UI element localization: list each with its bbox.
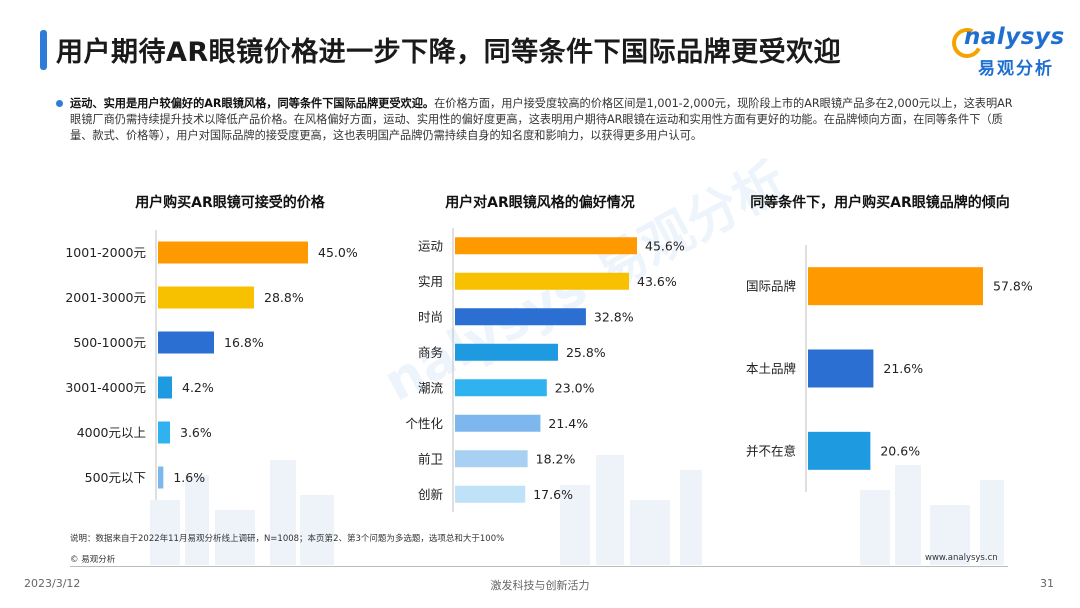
chart-3-title: 同等条件下，用户购买AR眼镜品牌的倾向 xyxy=(750,195,1010,211)
chart-2-category-label: 创新 xyxy=(418,487,443,502)
chart-3-bar xyxy=(808,349,874,388)
chart-1-value-label: 1.6% xyxy=(173,470,205,485)
chart-3-category-label: 国际品牌 xyxy=(746,279,796,294)
chart-2-bar xyxy=(455,237,637,255)
chart-1-category-label: 2001-3000元 xyxy=(65,290,146,305)
chart-2-value-label: 25.8% xyxy=(566,345,606,360)
summary-lead: 运动、实用是用户较偏好的AR眼镜风格，同等条件下国际品牌更受欢迎。 xyxy=(70,97,435,110)
chart-2-category-label: 运动 xyxy=(418,238,443,253)
chart-3-bar xyxy=(808,267,983,306)
chart-1-category-label: 500元以下 xyxy=(85,470,146,485)
page-number: 31 xyxy=(1040,577,1054,590)
chart-1-bar xyxy=(158,331,214,354)
analysys-logo: nalysys 易观分析 xyxy=(947,22,1065,82)
chart-3-bar xyxy=(808,431,871,470)
chart-2-title: 用户对AR眼镜风格的偏好情况 xyxy=(445,195,635,211)
chart-2-category-label: 商务 xyxy=(418,345,443,360)
summary-paragraph: 运动、实用是用户较偏好的AR眼镜风格，同等条件下国际品牌更受欢迎。在价格方面，用… xyxy=(70,96,1020,144)
chart-2-value-label: 17.6% xyxy=(533,487,573,502)
chart-1-bar xyxy=(158,376,172,399)
website-link[interactable]: www.analysys.cn xyxy=(925,553,998,563)
summary-body: 在价格方面，用户接受度较高的价格区间是1,001-2,000元，现阶段上市的AR… xyxy=(70,97,1013,142)
chart-2-value-label: 23.0% xyxy=(555,380,595,395)
chart-1-category-label: 500-1000元 xyxy=(73,335,146,350)
chart-1-bar xyxy=(158,286,254,309)
chart-2-category-label: 个性化 xyxy=(405,416,443,431)
chart-3-value-label: 20.6% xyxy=(880,443,920,458)
chart-1-value-label: 45.0% xyxy=(318,245,358,260)
chart-1-bar xyxy=(158,421,170,444)
chart-2-bar xyxy=(455,485,526,503)
chart-1-value-label: 28.8% xyxy=(264,290,304,305)
logo-text-cn: 易观分析 xyxy=(978,59,1054,79)
chart-2-category-label: 潮流 xyxy=(418,380,444,395)
chart-2-value-label: 21.4% xyxy=(548,416,588,431)
chart-2-value-label: 32.8% xyxy=(594,309,634,324)
chart-2-value-label: 43.6% xyxy=(637,274,677,289)
chart-2-category-label: 时尚 xyxy=(418,309,443,324)
chart-3-category-label: 本土品牌 xyxy=(746,361,796,376)
chart-2-value-label: 18.2% xyxy=(536,451,576,466)
bullet-icon xyxy=(56,100,63,107)
chart-1-bar xyxy=(158,466,164,489)
page-title: 用户期待AR眼镜价格进一步下降，同等条件下国际品牌更受欢迎 xyxy=(56,37,842,68)
chart-1-title: 用户购买AR眼镜可接受的价格 xyxy=(135,195,325,211)
chart-3-category-label: 并不在意 xyxy=(746,443,796,458)
copyright: © 易观分析 xyxy=(70,555,116,565)
chart-2-bar xyxy=(455,450,528,468)
chart-2-bar xyxy=(455,343,558,361)
chart-1-bar xyxy=(158,241,308,264)
chart-2-bar xyxy=(455,272,630,290)
chart-1-value-label: 4.2% xyxy=(182,380,214,395)
chart-1-value-label: 3.6% xyxy=(180,425,212,440)
chart-2-value-label: 45.6% xyxy=(645,238,685,253)
logo-text-en: nalysys xyxy=(964,24,1065,50)
title-accent-bar xyxy=(40,30,47,70)
chart-3-value-label: 57.8% xyxy=(993,279,1033,294)
chart-1-category-label: 3001-4000元 xyxy=(65,380,146,395)
chart-2-bar xyxy=(455,379,547,397)
chart-2-bar xyxy=(455,308,586,326)
chart-1-category-label: 1001-2000元 xyxy=(65,245,146,260)
footer-slogan: 激发科技与创新活力 xyxy=(490,579,590,592)
chart-2-category-label: 实用 xyxy=(418,274,443,289)
footer-divider xyxy=(70,566,1008,567)
chart-3-value-label: 21.6% xyxy=(883,361,923,376)
chart-2-bar xyxy=(455,414,541,432)
chart-1-value-label: 16.8% xyxy=(224,335,264,350)
footnote: 说明：数据来自于2022年11月易观分析线上调研，N=1008；本页第2、第3个… xyxy=(70,534,505,544)
chart-2-category-label: 前卫 xyxy=(418,451,443,466)
footer-date: 2023/3/12 xyxy=(24,577,81,590)
chart-1-category-label: 4000元以上 xyxy=(77,425,146,440)
